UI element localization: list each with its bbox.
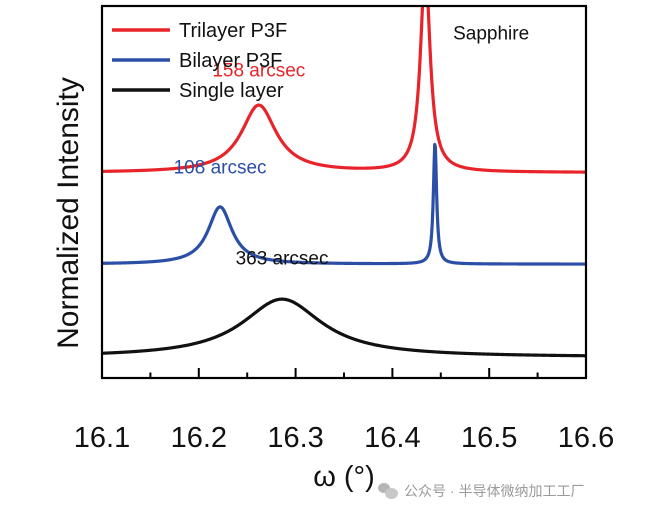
annotation-label: Sapphire [453,23,529,44]
x-axis-label: ω (°) [313,461,375,493]
wechat-icon [378,483,398,499]
legend-label: Trilayer P3F [179,20,287,42]
annotation-label: 363 arcsec [236,249,329,270]
watermark-text: 公众号 · 半导体微纳加工工厂 [404,483,585,499]
x-tick-label: 16.2 [171,422,227,454]
series-line-trilayer-p3f [102,6,586,174]
tick-marks [101,368,587,378]
x-tick-label: 16.5 [461,422,517,454]
x-tick-label: 16.4 [364,422,420,454]
annotation-label: 108 arcsec [174,157,267,178]
legend: Trilayer P3F Bilayer P3F Single layer [112,20,287,102]
legend-label: Bilayer P3F [179,50,282,72]
x-tick-label: 16.1 [74,422,130,454]
series-group [102,6,586,358]
series-line-single-layer [102,297,586,358]
y-axis-label: Normalized Intensity [52,77,85,349]
watermark: 公众号 · 半导体微纳加工工厂 [378,478,584,504]
annotations: 158 arcsec 108 arcsec 363 arcsec Sapphire [174,23,530,269]
series-line-bilayer-p3f [102,142,586,266]
legend-label: Single layer [179,80,284,102]
plot-frame [100,4,588,380]
tick-labels: 16.1 16.2 16.3 16.4 16.5 16.6 [74,422,614,454]
x-tick-label: 16.3 [267,422,323,454]
x-tick-label: 16.6 [558,422,614,454]
annotation-label: 158 arcsec [212,61,305,82]
